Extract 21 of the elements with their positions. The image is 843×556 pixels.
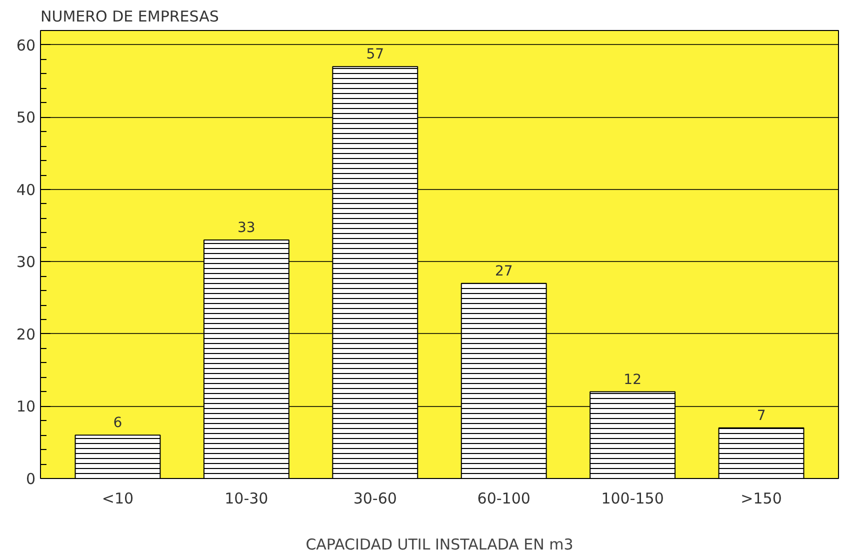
x-tick-label: 60-100 <box>477 490 530 508</box>
data-label: 57 <box>366 46 384 63</box>
data-label: 6 <box>113 415 122 432</box>
y-tick-label: 20 <box>16 325 36 344</box>
data-label: 12 <box>624 372 642 388</box>
y-tick-label: 50 <box>16 108 36 127</box>
y-tick-label: 40 <box>16 180 36 199</box>
x-tick-label: 30-60 <box>353 490 397 508</box>
x-tick-label: <10 <box>102 490 134 508</box>
x-tick-label: 10-30 <box>224 490 268 508</box>
y-tick-label: 60 <box>16 36 36 54</box>
y-axis-title: NUMERO DE EMPRESAS <box>40 8 219 26</box>
data-label: 27 <box>494 263 513 280</box>
data-label: 33 <box>238 220 256 236</box>
y-tick-label: 0 <box>26 470 36 488</box>
x-tick-label: 100-150 <box>601 490 664 508</box>
y-tick-label: 30 <box>16 253 36 272</box>
x-axis-title: CAPACIDAD UTIL INSTALADA EN m3 <box>306 536 574 554</box>
y-tick-label: 10 <box>16 398 36 416</box>
x-tick-label: >150 <box>740 490 782 508</box>
data-label: 7 <box>756 408 766 424</box>
